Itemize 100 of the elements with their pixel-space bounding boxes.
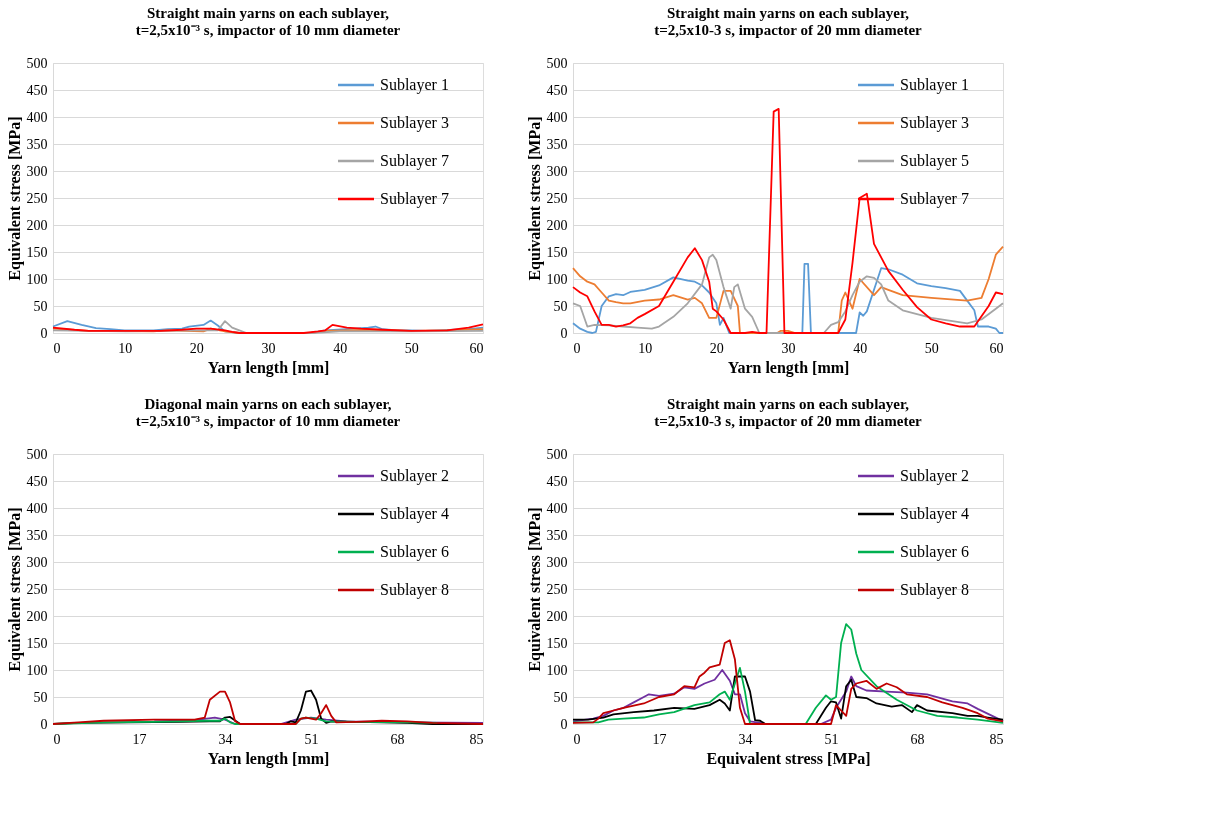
y-tick-label: 300	[26, 554, 48, 570]
y-tick-label: 400	[26, 109, 48, 125]
line-series	[572, 623, 1004, 725]
x-tick-label: 40	[853, 340, 868, 356]
y-tick-label: 450	[546, 82, 568, 98]
x-tick-label: 0	[573, 340, 581, 356]
legend-label: Sublayer 2	[380, 467, 449, 485]
y-tick-label: 50	[553, 689, 568, 705]
y-tick-label: 150	[546, 635, 568, 651]
legend-label: Sublayer 7	[380, 190, 449, 208]
y-tick-label: 500	[546, 446, 568, 462]
legend-label: Sublayer 4	[900, 505, 969, 523]
x-tick-label: 34	[738, 731, 753, 747]
y-tick-label: 150	[546, 244, 568, 260]
y-tick-label: 250	[26, 190, 48, 206]
y-tick-label: 200	[26, 217, 48, 233]
x-tick-label: 17	[132, 731, 147, 747]
x-tick-label: 34	[218, 731, 233, 747]
y-axis-title: Equivalent stress [MPa]	[5, 507, 24, 672]
y-tick-label: 0	[40, 325, 48, 341]
x-tick-label: 68	[390, 731, 405, 747]
y-tick-label: 300	[546, 554, 568, 570]
legend-label: Sublayer 7	[380, 152, 449, 170]
x-tick-label: 85	[469, 731, 484, 747]
y-tick-label: 450	[26, 473, 48, 489]
y-tick-label: 350	[546, 136, 568, 152]
y-tick-label: 100	[546, 662, 568, 678]
legend-label: Sublayer 5	[900, 152, 969, 170]
legend-label: Sublayer 8	[380, 581, 449, 599]
y-tick-label: 500	[546, 55, 568, 71]
x-axis-title: Yarn length [mm]	[727, 358, 850, 377]
x-tick-label: 30	[261, 340, 276, 356]
x-tick-label: 50	[924, 340, 939, 356]
x-tick-label: 10	[118, 340, 133, 356]
y-tick-label: 300	[26, 163, 48, 179]
line-series	[572, 108, 1004, 334]
y-tick-label: 250	[26, 581, 48, 597]
x-axis-title: Equivalent stress [MPa]	[706, 749, 871, 768]
y-tick-label: 350	[26, 136, 48, 152]
legend-label: Sublayer 1	[900, 76, 969, 94]
legend-label: Sublayer 1	[380, 76, 449, 94]
x-tick-label: 30	[781, 340, 796, 356]
legend-label: Sublayer 2	[900, 467, 969, 485]
legend-label: Sublayer 8	[900, 581, 969, 599]
y-tick-label: 250	[546, 581, 568, 597]
x-tick-label: 40	[333, 340, 348, 356]
legend-label: Sublayer 4	[380, 505, 449, 523]
x-tick-label: 10	[638, 340, 653, 356]
y-tick-label: 200	[26, 608, 48, 624]
x-tick-label: 68	[910, 731, 925, 747]
legend-label: Sublayer 3	[900, 114, 969, 132]
legend-label: Sublayer 6	[900, 543, 969, 561]
y-tick-label: 500	[26, 446, 48, 462]
y-tick-label: 400	[546, 500, 568, 516]
y-tick-label: 150	[26, 635, 48, 651]
x-tick-label: 85	[989, 731, 1004, 747]
x-axis-title: Yarn length [mm]	[207, 749, 330, 768]
line-series	[572, 639, 1004, 725]
x-tick-label: 17	[652, 731, 667, 747]
chart-title: Straight main yarns on each sublayer, t=2,5x10⁻³ s, impactor of 10 mm diameter	[135, 5, 401, 38]
y-tick-label: 100	[26, 271, 48, 287]
chart-title: Straight main yarns on each sublayer, t=2,5x10-3 s, impactor of 20 mm diameter	[654, 396, 923, 429]
chart-title: Straight main yarns on each sublayer, t=2,5x10-3 s, impactor of 20 mm diameter	[654, 5, 923, 38]
y-tick-label: 100	[546, 271, 568, 287]
y-tick-label: 200	[546, 608, 568, 624]
x-axis-title: Yarn length [mm]	[207, 358, 330, 377]
y-tick-label: 150	[26, 244, 48, 260]
chart-title: Diagonal main yarns on each sublayer, t=2,5x10⁻³ s, impactor of 10 mm diameter	[135, 396, 401, 429]
x-tick-label: 0	[53, 731, 61, 747]
y-tick-label: 200	[546, 217, 568, 233]
y-tick-label: 350	[26, 527, 48, 543]
legend-label: Sublayer 6	[380, 543, 449, 561]
x-tick-label: 51	[824, 731, 839, 747]
y-axis-title: Equivalent stress [MPa]	[525, 116, 544, 281]
y-tick-label: 300	[546, 163, 568, 179]
x-tick-label: 50	[404, 340, 419, 356]
y-tick-label: 0	[560, 325, 568, 341]
y-tick-label: 100	[26, 662, 48, 678]
y-tick-label: 50	[33, 689, 48, 705]
y-tick-label: 500	[26, 55, 48, 71]
legend-label: Sublayer 7	[900, 190, 969, 208]
x-tick-label: 60	[469, 340, 484, 356]
y-tick-label: 50	[33, 298, 48, 314]
legend-label: Sublayer 3	[380, 114, 449, 132]
x-tick-label: 0	[573, 731, 581, 747]
x-tick-label: 20	[189, 340, 204, 356]
x-tick-label: 0	[53, 340, 61, 356]
y-tick-label: 0	[560, 716, 568, 732]
y-axis-title: Equivalent stress [MPa]	[525, 507, 544, 672]
y-axis-title: Equivalent stress [MPa]	[5, 116, 24, 281]
y-tick-label: 450	[546, 473, 568, 489]
y-tick-label: 0	[40, 716, 48, 732]
x-tick-label: 20	[709, 340, 724, 356]
y-tick-label: 350	[546, 527, 568, 543]
y-tick-label: 50	[553, 298, 568, 314]
x-tick-label: 60	[989, 340, 1004, 356]
y-tick-label: 400	[26, 500, 48, 516]
x-tick-label: 51	[304, 731, 319, 747]
y-tick-label: 400	[546, 109, 568, 125]
y-tick-label: 450	[26, 82, 48, 98]
